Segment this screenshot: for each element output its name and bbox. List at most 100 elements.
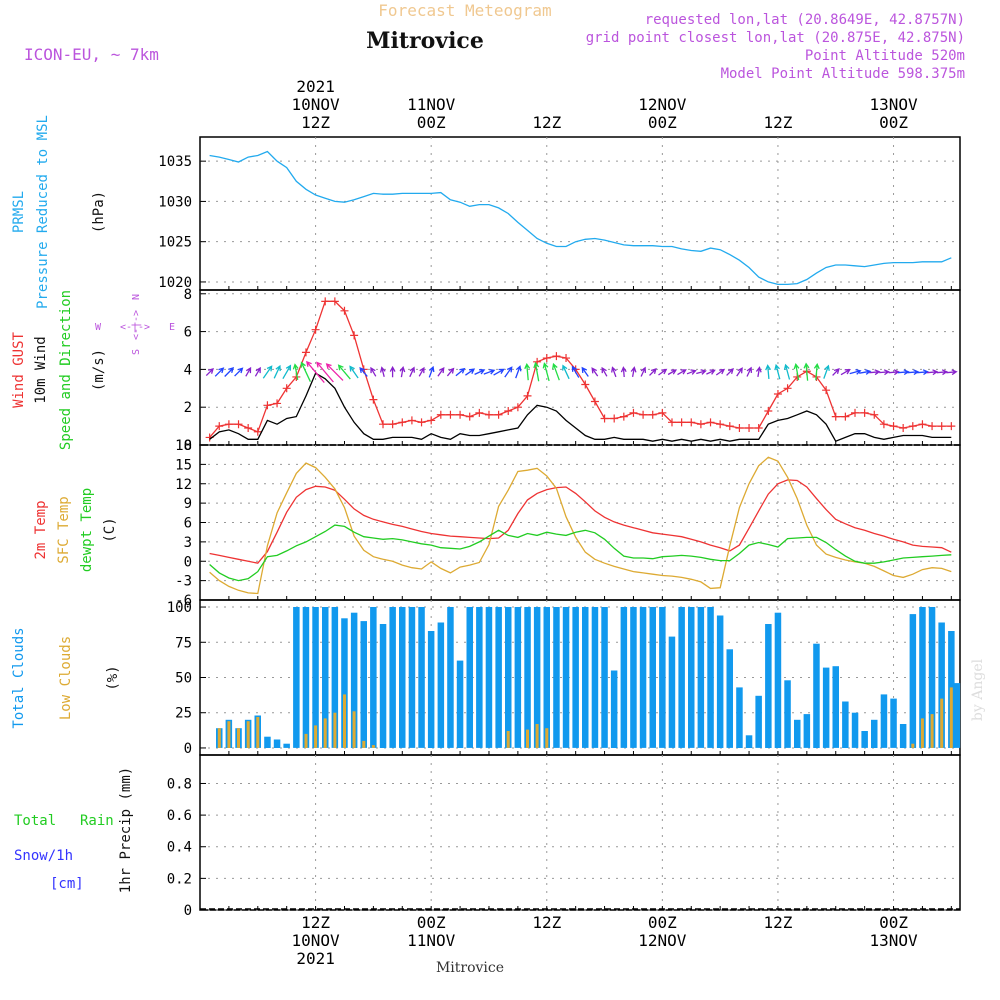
bottom-date-label: 11NOV	[407, 931, 456, 950]
total-cloud-bar	[880, 694, 888, 748]
pressure-labels: PRMSL Pressure Reduced to MSL (hPa)	[11, 115, 107, 309]
model-altitude: Model Point Altitude 598.375m	[721, 66, 965, 82]
total-cloud-bar	[312, 607, 319, 748]
pressure-label-unit: (hPa)	[91, 191, 107, 233]
total-cloud-bar	[639, 607, 647, 748]
gust-point	[379, 420, 388, 429]
gust-point	[350, 331, 359, 340]
top-hour-label: 12Z	[763, 113, 792, 132]
low-cloud-bar	[940, 698, 944, 748]
gust-point	[687, 418, 696, 427]
low-cloud-bar	[314, 725, 318, 748]
low-cloud-bar	[256, 717, 260, 748]
wind-direction-arrow	[620, 366, 627, 378]
total-cloud-bar	[649, 607, 656, 748]
wind-frame	[199, 289, 961, 446]
wind-direction-arrow	[437, 366, 445, 377]
wind-direction-arrow	[755, 366, 762, 378]
wind-direction-arrow	[428, 365, 435, 378]
temperature-ytick-label: 9	[184, 496, 192, 512]
wind-direction-arrow	[736, 367, 743, 377]
gust-point	[301, 348, 310, 357]
wind-ytick-label: 6	[184, 325, 192, 341]
wind-direction-arrow	[859, 369, 872, 375]
wind-direction-arrow	[306, 360, 325, 384]
wind-direction-arrow	[493, 368, 505, 376]
low-cloud-bar	[920, 718, 924, 748]
wind-direction-arrow	[715, 368, 726, 376]
total-cloud-bar	[466, 607, 473, 748]
wind-direction-arrow	[446, 367, 455, 377]
low-cloud-bar	[237, 728, 240, 748]
cloud-labels: Total Clouds Low Clouds (%)	[11, 627, 121, 728]
temperature-ytick-label: 18	[175, 438, 192, 454]
total-cloud-bar	[408, 607, 416, 748]
total-cloud-bar	[505, 607, 512, 748]
top-date-label: 10NOV	[292, 95, 341, 114]
wind-direction-arrow	[917, 369, 930, 376]
total-cloud-bar	[659, 607, 666, 748]
clouds-ytick-label: 0	[184, 741, 192, 757]
precip-ytick-label: 0.4	[167, 840, 192, 856]
total-cloud-bar	[774, 612, 782, 748]
total-cloud-bar	[553, 607, 560, 748]
low-cloud-bar	[246, 721, 250, 748]
bottom-date-label: 13NOV	[869, 931, 918, 950]
gust-point	[947, 422, 956, 431]
gust-point	[436, 410, 445, 419]
temp-labels: 2m Temp SFC Temp dewpt Temp (C)	[33, 488, 118, 572]
total-cloud-bar	[697, 607, 705, 748]
gust-point	[446, 410, 455, 419]
total-cloud-bar	[447, 607, 454, 748]
temperature-ytick-label: -3	[175, 574, 192, 590]
total-cloud-bar	[427, 631, 435, 748]
gust-point	[590, 397, 599, 406]
wind-direction-arrow	[936, 369, 949, 376]
gust-point	[542, 354, 551, 363]
total-cloud-bar	[495, 607, 502, 748]
low-cloud-bar	[911, 743, 915, 748]
total-cloud-bar	[745, 735, 753, 748]
temperature-panel: -6 -3 0 3 6 9 12 15 18	[175, 438, 961, 609]
gust-point	[851, 408, 860, 417]
gust-point	[706, 418, 715, 427]
gust-point	[407, 416, 416, 425]
bottom-date-label: 12NOV	[638, 931, 687, 950]
precip-label-snow: Snow/1h	[14, 848, 73, 864]
wind-direction-arrow	[205, 367, 214, 377]
model-label: ICON-EU, ~ 7km	[24, 45, 159, 64]
temp-label-unit: (C)	[102, 517, 118, 542]
low-cloud-bar	[362, 740, 366, 748]
total-cloud-bar	[331, 607, 339, 748]
cloud-label-low: Low Clouds	[58, 636, 74, 720]
wind-direction-arrow	[783, 363, 791, 380]
bottom-hour-label: 00Z	[417, 913, 446, 932]
gust-point	[831, 412, 840, 421]
wind-direction-arrow	[316, 361, 334, 383]
precip-panel: 0 0.2 0.4 0.6 0.8	[167, 754, 961, 919]
compass-s: S	[131, 349, 142, 355]
top-hour-label: 12Z	[301, 113, 330, 132]
wind-direction-arrow	[515, 365, 522, 379]
wind-direction-arrow	[370, 366, 377, 377]
total-cloud-bar	[803, 714, 811, 748]
top-hour-label: 00Z	[417, 113, 446, 132]
temperature-ytick-label: 3	[184, 535, 192, 551]
total-cloud-bar	[610, 670, 618, 748]
precip-ytick-label: 0.6	[167, 808, 192, 824]
total-cloud-bar	[456, 660, 464, 748]
total-cloud-bar	[582, 607, 589, 748]
pressure-label-msl: Pressure Reduced to MSL	[35, 115, 51, 309]
gust-point	[369, 395, 378, 404]
wind-direction-arrow	[630, 366, 637, 378]
low-cloud-bar	[930, 714, 934, 748]
wind-direction-arrow	[533, 361, 540, 382]
total-cloud-bar	[418, 607, 425, 748]
wind-direction-arrow	[706, 369, 716, 375]
top-hour-label: 00Z	[879, 113, 908, 132]
total-cloud-bar	[861, 731, 868, 748]
total-cloud-bar	[543, 607, 550, 748]
low-cloud-bar	[506, 731, 510, 748]
low-cloud-bar	[526, 729, 529, 748]
bottom-hour-label: 12Z	[532, 913, 561, 932]
